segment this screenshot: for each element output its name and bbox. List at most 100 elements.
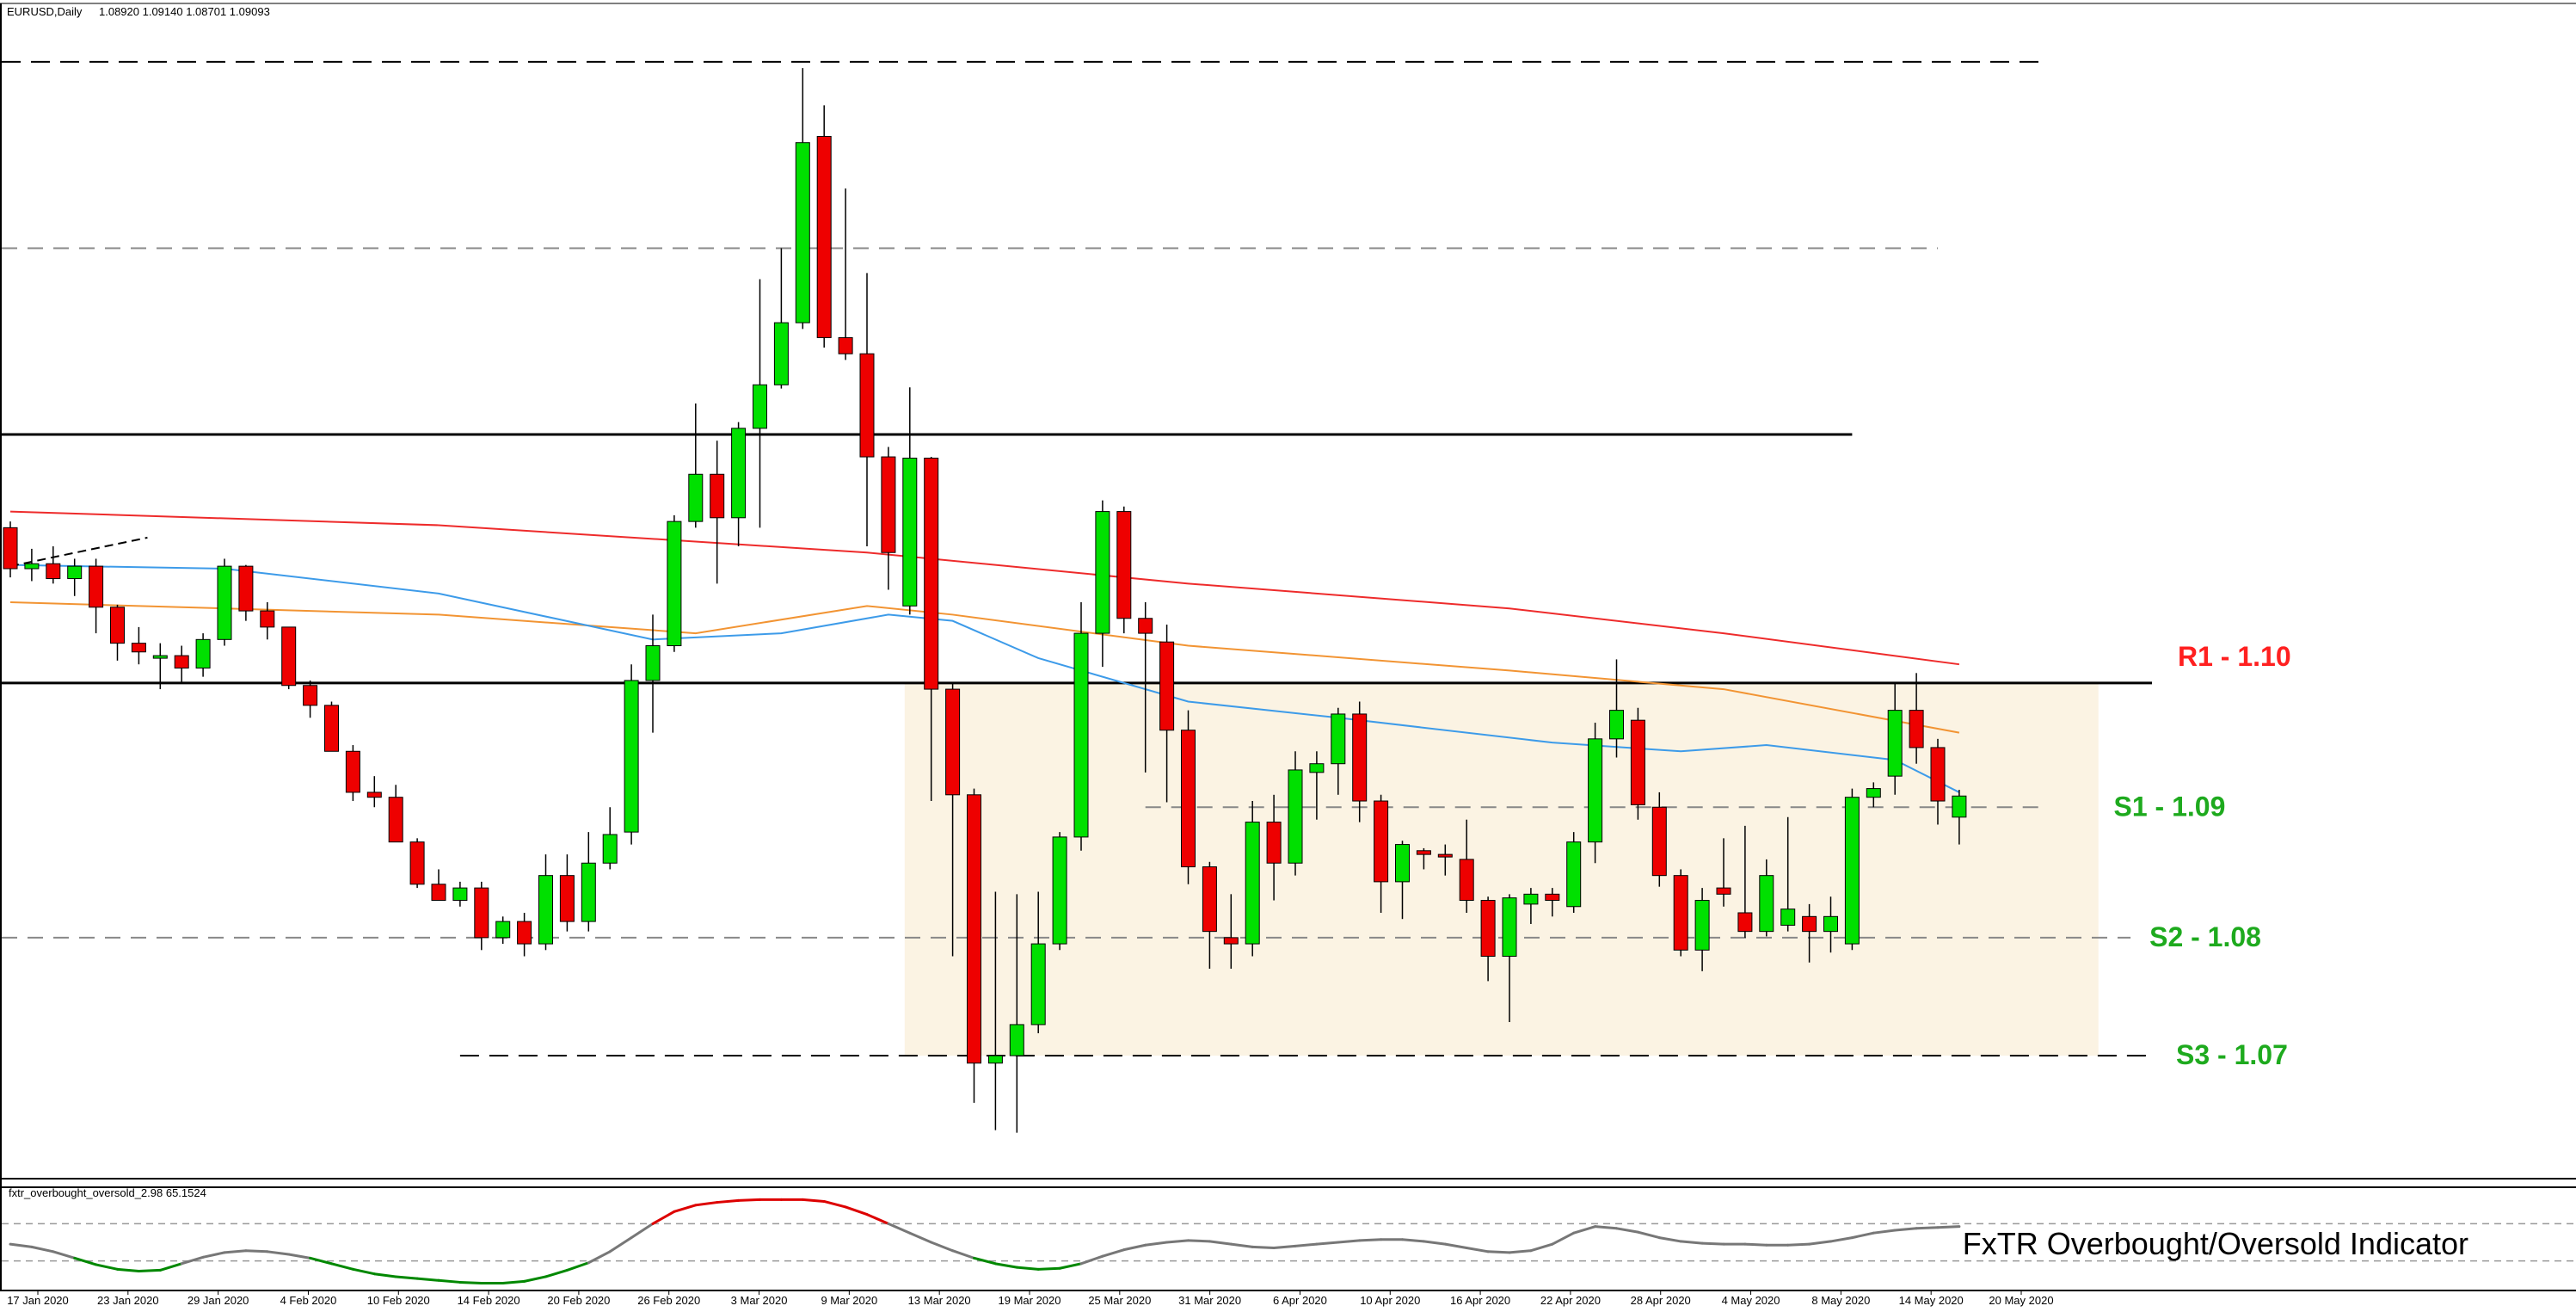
oscillator-segment	[1679, 1240, 1704, 1245]
candle-body-bear	[3, 527, 18, 570]
indicator-title: fxtr_overbought_oversold_2.98 65.1524	[9, 1186, 206, 1199]
date-tick-label: 14 May 2020	[1899, 1294, 1964, 1307]
oscillator-segment	[330, 1262, 354, 1271]
oscillator-segment	[415, 1277, 440, 1282]
candle-body-bear	[89, 565, 104, 608]
candle	[345, 745, 360, 802]
candle	[731, 422, 747, 547]
candle	[517, 912, 532, 957]
candle-body-bull	[645, 645, 661, 681]
candle-body-bull	[624, 680, 639, 833]
candle-body-bear	[1651, 806, 1667, 877]
price-pane: R1 - 1.10 S1 - 1.09 S2 - 1.08 S3 - 1.07	[2, 60, 2291, 1133]
candle-body-bear	[859, 353, 875, 458]
candle-body-bull	[495, 921, 511, 939]
candle-body-bull	[688, 473, 704, 522]
candle-body-bull	[1823, 915, 1838, 933]
date-tick-label: 31 Mar 2020	[1178, 1294, 1241, 1307]
candle-body-bull	[1095, 511, 1110, 634]
oscillator-segment	[1700, 1241, 1725, 1246]
date-tick-label: 6 Apr 2020	[1273, 1294, 1327, 1307]
candle	[46, 546, 61, 584]
candle	[1374, 794, 1389, 913]
date-tick-label: 4 May 2020	[1722, 1294, 1780, 1307]
candle	[1309, 751, 1325, 820]
date-tick-label: 16 Apr 2020	[1450, 1294, 1510, 1307]
candle-body-bull	[152, 655, 168, 659]
indicator-watermark: FxTR Overbought/Oversold Indicator	[1963, 1226, 2468, 1261]
oscillator-segment	[887, 1222, 912, 1235]
date-tick-label: 3 Mar 2020	[731, 1294, 788, 1307]
candle-body-bull	[538, 875, 553, 945]
candle-body-bull	[1331, 713, 1346, 765]
candle-body-bear	[1181, 730, 1196, 868]
candle	[559, 854, 575, 932]
oscillator-segment	[116, 1267, 140, 1272]
candle-body-bull	[773, 322, 789, 385]
candle	[24, 548, 40, 582]
candle-body-bull	[795, 142, 810, 323]
candle-body-bear	[1202, 866, 1217, 933]
candle	[645, 614, 661, 733]
oscillator-segment	[630, 1222, 655, 1240]
candle-body-bear	[388, 797, 403, 843]
indicator-pane	[2, 1198, 2576, 1285]
candle-body-bull	[1073, 632, 1089, 838]
candle-body-bull	[452, 887, 468, 902]
oscillator-segment	[1337, 1239, 1362, 1244]
level-label: S2 - 1.08	[2149, 921, 2261, 952]
oscillator-segment	[993, 1262, 1018, 1269]
candle-body-bear	[131, 643, 146, 653]
candle-body-bull	[1052, 836, 1067, 945]
level-label: S1 - 1.09	[2114, 791, 2226, 822]
date-tick-label: 4 Feb 2020	[280, 1294, 337, 1307]
date-tick-label: 29 Jan 2020	[188, 1294, 249, 1307]
oscillator-segment	[223, 1249, 248, 1254]
oscillator-segment	[266, 1250, 291, 1256]
candle	[195, 633, 211, 677]
candle-body-bull	[1395, 844, 1410, 883]
candle-body-bull	[1952, 795, 1967, 818]
oscillator-segment	[1486, 1250, 1511, 1254]
oscillator-segment	[1294, 1242, 1319, 1247]
oscillator-segment	[1529, 1242, 1554, 1253]
candle	[1823, 896, 1838, 953]
candle	[1694, 888, 1710, 971]
candle	[710, 440, 725, 584]
candle	[1052, 832, 1067, 951]
candle-body-bull	[1609, 710, 1624, 740]
candle	[1223, 894, 1239, 969]
date-tick-label: 22 Apr 2020	[1540, 1294, 1601, 1307]
candle	[217, 558, 232, 646]
oscillator-segment	[1850, 1231, 1875, 1240]
candle-body-bear	[474, 887, 489, 939]
candle	[1630, 707, 1645, 820]
oscillator-segment	[437, 1278, 462, 1284]
candle-body-bear	[345, 750, 360, 793]
oscillator-segment	[1058, 1262, 1083, 1270]
candle-body-bull	[1694, 900, 1710, 951]
candle	[1673, 869, 1688, 957]
candle-body-bull	[1523, 893, 1539, 905]
moving-average-line	[9, 601, 1960, 734]
candle	[1331, 707, 1346, 795]
date-tick-label: 28 Apr 2020	[1631, 1294, 1691, 1307]
candle	[303, 680, 318, 718]
candle-body-bear	[238, 565, 254, 612]
candle	[624, 664, 639, 845]
oscillator-segment	[1165, 1239, 1190, 1244]
candle	[538, 854, 553, 951]
date-tick-label: 20 Feb 2020	[547, 1294, 610, 1307]
candle	[1887, 682, 1903, 795]
candle	[281, 626, 297, 690]
candle-body-bull	[1030, 943, 1046, 1026]
oscillator-segment	[52, 1250, 77, 1260]
candle-body-bear	[1480, 900, 1496, 958]
candle	[1523, 888, 1539, 924]
candle	[1266, 794, 1282, 901]
candle	[688, 403, 704, 528]
oscillator-segment	[1829, 1236, 1854, 1243]
oscillator-segment	[1743, 1242, 1768, 1247]
level-label: S3 - 1.07	[2176, 1039, 2288, 1070]
candle-body-bull	[1566, 841, 1582, 908]
